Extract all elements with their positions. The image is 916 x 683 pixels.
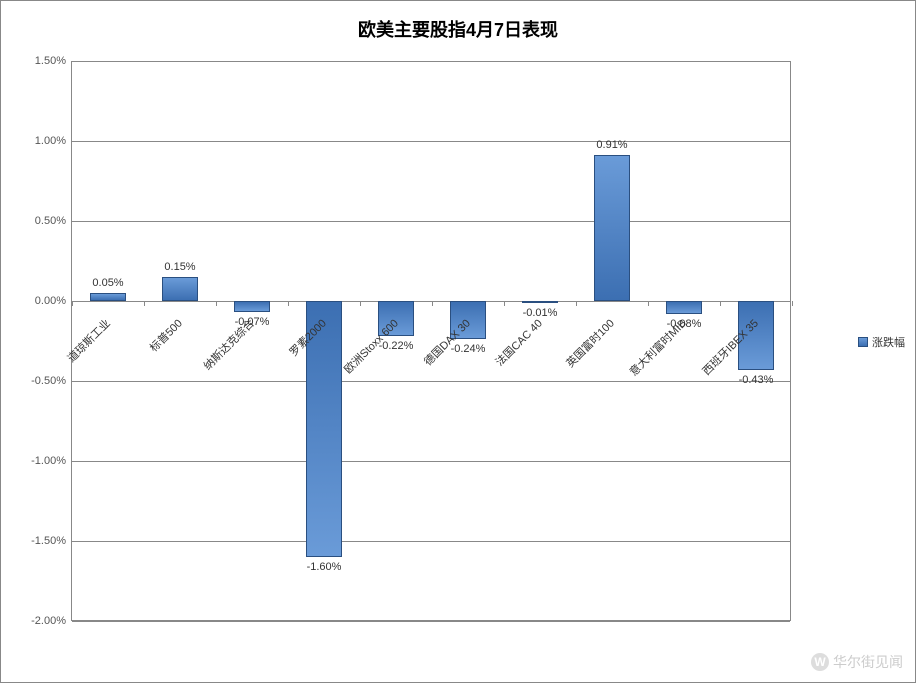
gridline [72,621,790,622]
x-tick [216,301,217,306]
y-tick-label: -1.00% [31,455,72,467]
bar [234,301,270,312]
y-tick-label: 1.50% [35,55,72,67]
bar [162,277,198,301]
legend: 涨跌幅 [858,334,905,350]
bar [522,301,558,303]
legend-label: 涨跌幅 [872,334,905,350]
x-tick [792,301,793,306]
value-label: 0.05% [92,277,123,289]
value-label: -0.01% [523,307,558,319]
plot-area: -2.00%-1.50%-1.00%-0.50%0.00%0.50%1.00%1… [71,61,791,621]
watermark-icon: W [811,653,829,671]
x-tick [576,301,577,306]
watermark-text: 华尔街见闻 [833,652,903,672]
y-tick-label: 0.00% [35,295,72,307]
chart-container: 欧美主要股指4月7日表现 -2.00%-1.50%-1.00%-0.50%0.0… [0,0,916,683]
x-tick [72,301,73,306]
x-tick [720,301,721,306]
x-tick [288,301,289,306]
gridline [72,541,790,542]
y-tick-label: 1.00% [35,135,72,147]
gridline [72,221,790,222]
bar [594,155,630,301]
value-label: 0.15% [164,261,195,273]
x-tick [648,301,649,306]
value-label: 0.91% [596,139,627,151]
value-label: -0.43% [739,374,774,386]
gridline [72,141,790,142]
legend-swatch [858,337,868,347]
gridline [72,461,790,462]
value-label: -1.60% [307,561,342,573]
bar [666,301,702,314]
y-tick-label: 0.50% [35,215,72,227]
value-label: -0.24% [451,343,486,355]
x-tick [432,301,433,306]
x-tick [504,301,505,306]
x-tick [360,301,361,306]
chart-title: 欧美主要股指4月7日表现 [1,1,915,42]
watermark: W 华尔街见闻 [811,652,903,672]
bar [90,293,126,301]
gridline [72,61,790,62]
x-tick [144,301,145,306]
y-tick-label: -1.50% [31,535,72,547]
y-tick-label: -2.00% [31,615,72,627]
